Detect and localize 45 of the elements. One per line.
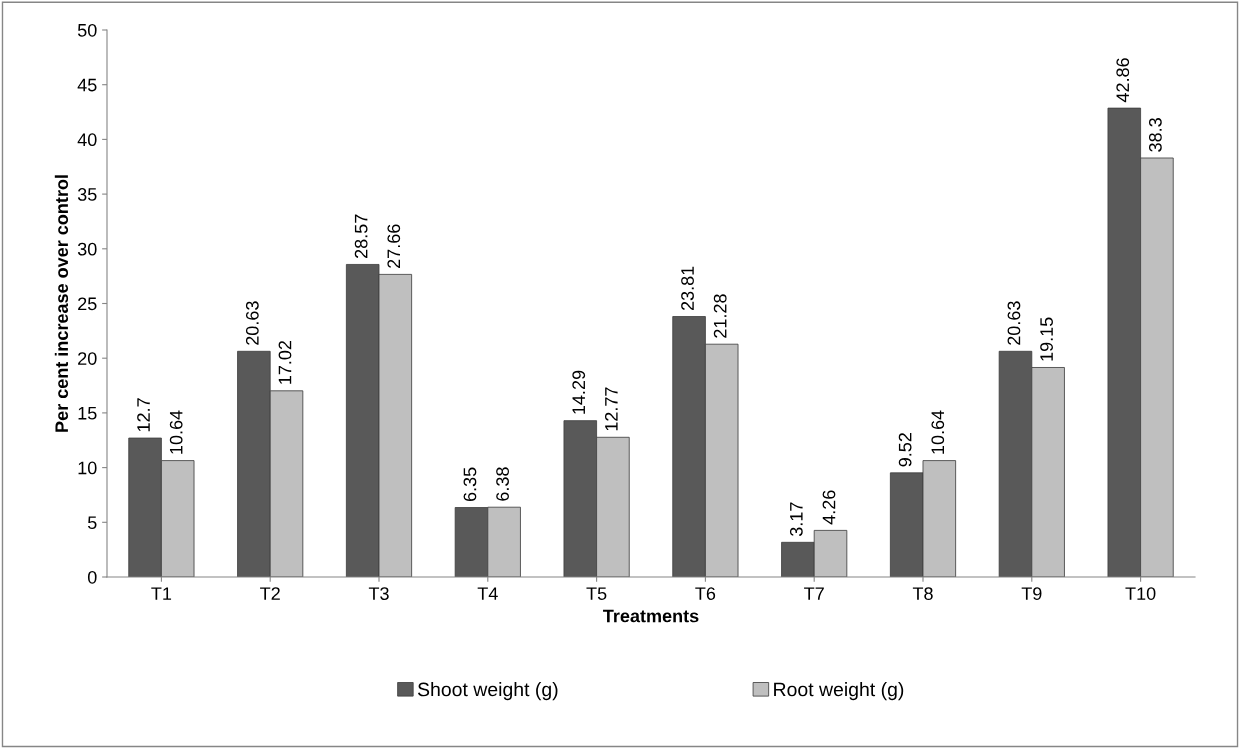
x-tick-label: T7: [804, 587, 824, 600]
data-label: 6.35: [463, 467, 477, 502]
y-tick-label: 20: [78, 352, 97, 365]
data-label: 3.17: [789, 502, 803, 537]
x-tick-label: T10: [1125, 587, 1156, 600]
y-tick-label: 40: [77, 133, 97, 147]
x-tick-label: T9: [1021, 587, 1042, 600]
data-label: 10.64: [931, 410, 945, 454]
y-tick-label: 35: [77, 188, 97, 201]
data-label: 20.63: [245, 301, 259, 345]
legend-label: Shoot weight (g): [417, 682, 558, 701]
y-tick-label: 50: [77, 23, 97, 37]
x-tick-label: T5: [586, 587, 607, 600]
data-label: 19.15: [1040, 317, 1053, 361]
data-label: 42.86: [1116, 58, 1130, 103]
y-tick-label: 5: [87, 516, 97, 530]
data-label: 20.63: [1007, 301, 1021, 345]
x-axis-title: Treatments: [603, 609, 699, 623]
data-label: 6.38: [496, 467, 509, 501]
data-label: 14.29: [572, 370, 586, 414]
data-label: 28.57: [354, 214, 368, 258]
data-label: 9.52: [898, 433, 912, 467]
data-label: 23.81: [681, 266, 694, 311]
data-label: 27.66: [387, 224, 401, 268]
data-label: 12.77: [604, 387, 618, 431]
data-label: 38.3: [1148, 118, 1162, 152]
x-tick-label: T8: [912, 587, 933, 600]
y-tick-label: 25: [78, 297, 97, 311]
x-tick-label: T6: [695, 587, 716, 600]
legend-label: Root weight (g): [774, 682, 904, 701]
data-label: 4.26: [822, 490, 836, 525]
y-axis-title: Per cent increase over control: [54, 175, 69, 432]
y-tick-label: 30: [77, 242, 97, 256]
y-tick-label: 0: [87, 570, 97, 584]
x-tick-label: T2: [260, 587, 280, 600]
x-tick-label: T3: [368, 587, 389, 600]
x-tick-label: T1: [151, 587, 172, 600]
y-tick-label: 10: [78, 461, 97, 475]
y-tick-label: 15: [78, 407, 97, 420]
y-tick-label: 45: [77, 78, 97, 92]
data-label: 17.02: [278, 340, 292, 384]
data-label: 10.64: [169, 410, 183, 454]
x-tick-label: T4: [477, 587, 498, 600]
data-label: 21.28: [713, 294, 727, 338]
data-label: 12.7: [137, 398, 150, 432]
